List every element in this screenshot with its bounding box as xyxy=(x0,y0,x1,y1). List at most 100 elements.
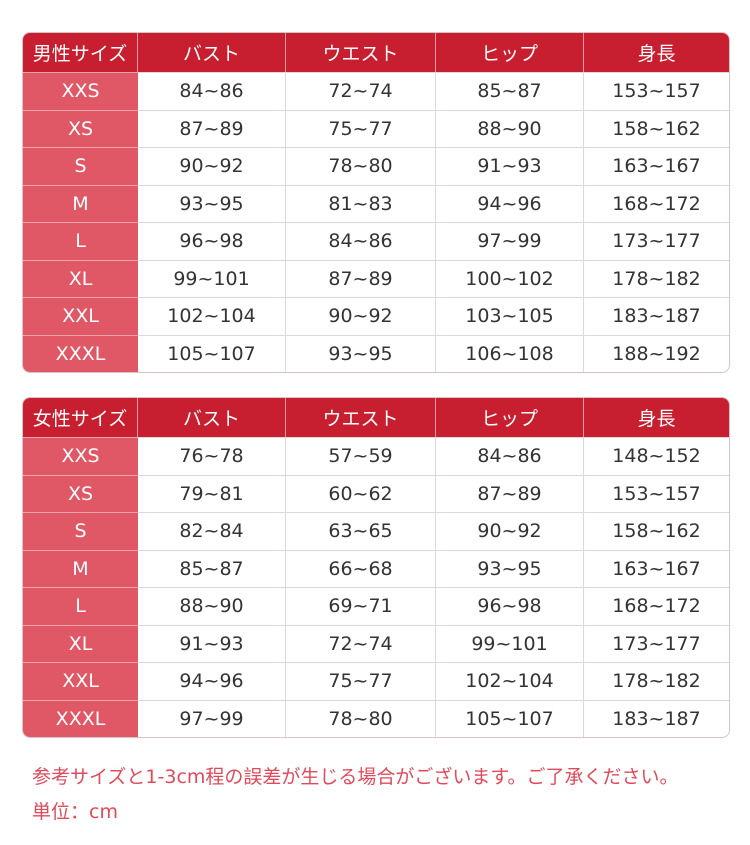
measurement-cell: 87~89 xyxy=(436,474,584,512)
table-row: XL 99~101 87~89 100~102 178~182 xyxy=(23,259,729,298)
size-label: M xyxy=(23,549,138,587)
measurement-cell: 106~108 xyxy=(436,334,584,372)
table-row: L 88~90 69~71 96~98 168~172 xyxy=(23,587,729,625)
measurement-cell: 173~177 xyxy=(584,624,729,663)
measurement-cell: 63~65 xyxy=(286,512,436,550)
measurement-cell: 66~68 xyxy=(286,549,436,587)
measurement-cell: 163~167 xyxy=(584,147,729,185)
table-row: XL 91~93 72~74 99~101 173~177 xyxy=(23,624,729,663)
measurement-cell: 90~92 xyxy=(138,147,286,185)
header-row: 男性サイズ バスト ウエスト ヒップ 身長 xyxy=(23,33,729,72)
table-row: XXS 76~78 57~59 84~86 148~152 xyxy=(23,437,729,475)
measurement-cell: 90~92 xyxy=(286,297,436,335)
measurement-cell: 94~96 xyxy=(138,662,286,700)
measurement-cell: 90~92 xyxy=(436,512,584,550)
measurement-cell: 72~74 xyxy=(286,624,436,662)
measurement-cell: 88~90 xyxy=(436,109,584,147)
measurement-cell: 153~157 xyxy=(584,474,729,513)
measurement-cell: 183~187 xyxy=(584,699,729,738)
measurement-cell: 148~152 xyxy=(584,437,729,475)
measurement-cell: 69~71 xyxy=(286,587,436,625)
measurement-cell: 97~99 xyxy=(436,222,584,260)
measurement-cell: 78~80 xyxy=(286,147,436,185)
measurement-cell: 188~192 xyxy=(584,334,729,373)
measurement-cell: 168~172 xyxy=(584,587,729,625)
column-header: ヒップ xyxy=(436,398,584,437)
unit-note: 単位：cm xyxy=(32,801,118,823)
column-header: バスト xyxy=(138,398,286,437)
measurement-cell: 105~107 xyxy=(138,334,286,372)
measurement-cell: 78~80 xyxy=(286,699,436,737)
measurement-cell: 163~167 xyxy=(584,549,729,588)
measurement-cell: 94~96 xyxy=(436,184,584,222)
column-header: 身長 xyxy=(584,398,729,437)
column-header: バスト xyxy=(138,33,286,72)
size-label: XXXL xyxy=(23,699,138,737)
measurement-cell: 99~101 xyxy=(436,624,584,662)
size-label: L xyxy=(23,587,138,625)
table-row: M 85~87 66~68 93~95 163~167 xyxy=(23,549,729,588)
measurement-cell: 93~95 xyxy=(436,549,584,587)
table-row: S 82~84 63~65 90~92 158~162 xyxy=(23,512,729,550)
table-row: S 90~92 78~80 91~93 163~167 xyxy=(23,147,729,185)
table-row: XXL 102~104 90~92 103~105 183~187 xyxy=(23,297,729,335)
measurement-cell: 84~86 xyxy=(286,222,436,260)
column-header: ヒップ xyxy=(436,33,584,72)
measurement-cell: 93~95 xyxy=(138,184,286,222)
size-label: XXXL xyxy=(23,334,138,372)
measurement-cell: 178~182 xyxy=(584,259,729,298)
measurement-cell: 57~59 xyxy=(286,437,436,475)
table-row: XXS 84~86 72~74 85~87 153~157 xyxy=(23,72,729,110)
size-label: XS xyxy=(23,474,138,512)
measurement-cell: 99~101 xyxy=(138,259,286,297)
measurement-cell: 60~62 xyxy=(286,474,436,512)
column-header: 男性サイズ xyxy=(23,33,138,72)
table-row: XS 87~89 75~77 88~90 158~162 xyxy=(23,109,729,148)
measurement-cell: 91~93 xyxy=(436,147,584,185)
size-label: XXL xyxy=(23,297,138,335)
measurement-cell: 158~162 xyxy=(584,512,729,550)
size-label: XXS xyxy=(23,437,138,475)
measurement-cell: 102~104 xyxy=(138,297,286,335)
disclaimer-note: 参考サイズと1-3cm程の誤差が生じる場合がございます。ご了承ください。 xyxy=(32,766,679,788)
measurement-cell: 97~99 xyxy=(138,699,286,737)
measurement-cell: 93~95 xyxy=(286,334,436,372)
measurement-cell: 85~87 xyxy=(138,549,286,587)
measurement-cell: 87~89 xyxy=(138,109,286,147)
measurement-cell: 84~86 xyxy=(436,437,584,475)
measurement-cell: 173~177 xyxy=(584,222,729,260)
table-row: XXL 94~96 75~77 102~104 178~182 xyxy=(23,662,729,700)
size-label: M xyxy=(23,184,138,222)
measurement-cell: 79~81 xyxy=(138,474,286,512)
measurement-cell: 168~172 xyxy=(584,184,729,223)
size-label: S xyxy=(23,147,138,185)
column-header: ウエスト xyxy=(286,398,436,437)
measurement-cell: 158~162 xyxy=(584,109,729,148)
header-row: 女性サイズ バスト ウエスト ヒップ 身長 xyxy=(23,398,729,437)
measurement-cell: 102~104 xyxy=(436,662,584,700)
measurement-cell: 105~107 xyxy=(436,699,584,737)
table-row: XS 79~81 60~62 87~89 153~157 xyxy=(23,474,729,513)
table-row: L 96~98 84~86 97~99 173~177 xyxy=(23,222,729,260)
measurement-cell: 91~93 xyxy=(138,624,286,662)
measurement-cell: 96~98 xyxy=(138,222,286,260)
measurement-cell: 82~84 xyxy=(138,512,286,550)
size-label: XXL xyxy=(23,662,138,700)
measurement-cell: 76~78 xyxy=(138,437,286,475)
mens-size-table: 男性サイズ バスト ウエスト ヒップ 身長 XXS 84~86 72~74 85~87 153~1… xyxy=(22,32,730,373)
size-label: S xyxy=(23,512,138,550)
womens-size-table: 女性サイズ バスト ウエスト ヒップ 身長 XXS 76~78 57~59 84~86 148~1… xyxy=(22,397,730,738)
measurement-cell: 100~102 xyxy=(436,259,584,297)
column-header: 身長 xyxy=(584,33,729,72)
measurement-cell: 81~83 xyxy=(286,184,436,222)
size-label: XXS xyxy=(23,72,138,110)
measurement-cell: 85~87 xyxy=(436,72,584,110)
measurement-cell: 88~90 xyxy=(138,587,286,625)
table-row: XXXL 105~107 93~95 106~108 188~192 xyxy=(23,334,729,373)
table-row: M 93~95 81~83 94~96 168~172 xyxy=(23,184,729,223)
table-row: XXXL 97~99 78~80 105~107 183~187 xyxy=(23,699,729,738)
measurement-cell: 153~157 xyxy=(584,72,729,110)
measurement-cell: 72~74 xyxy=(286,72,436,110)
column-header: 女性サイズ xyxy=(23,398,138,437)
size-label: L xyxy=(23,222,138,260)
